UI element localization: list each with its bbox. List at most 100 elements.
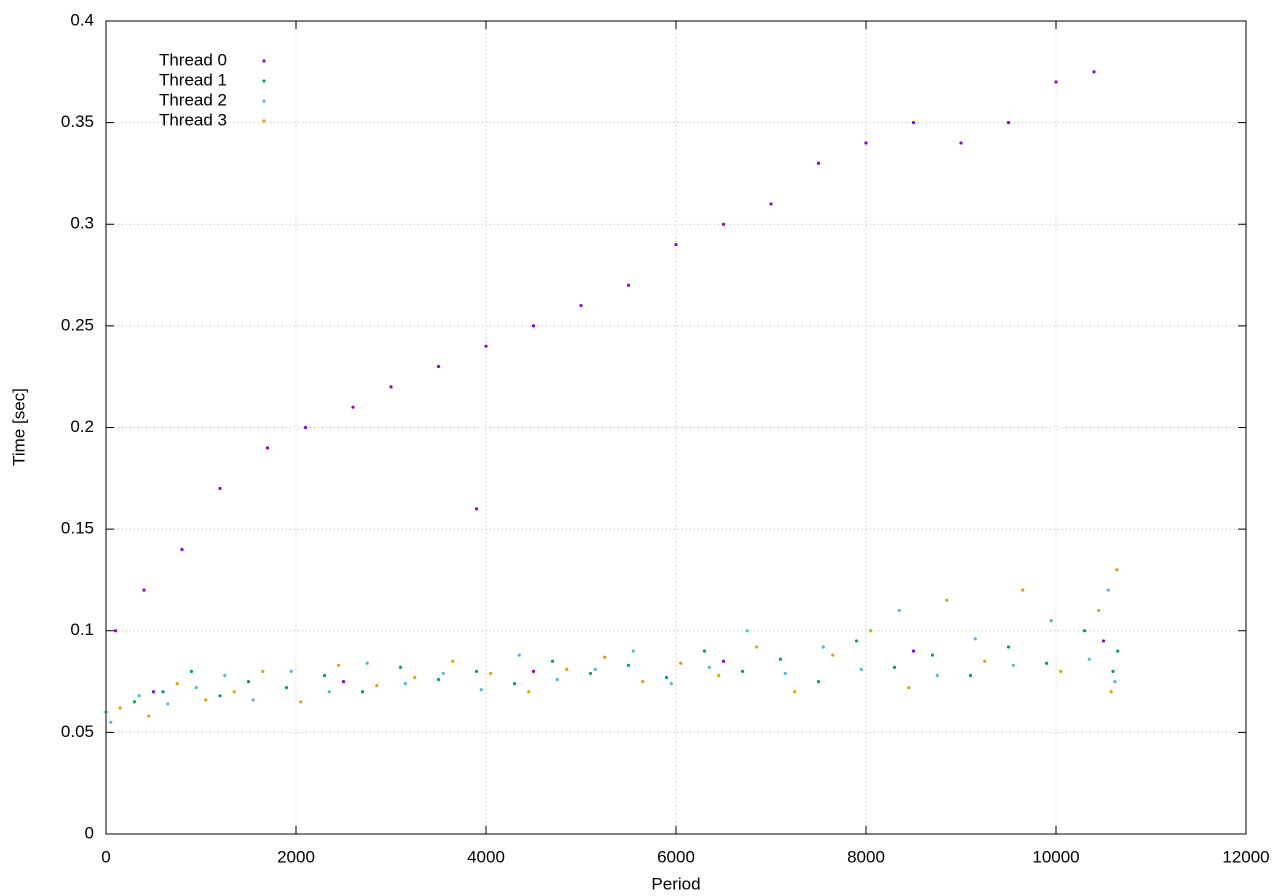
point — [451, 659, 455, 663]
point — [403, 681, 407, 686]
point — [261, 669, 265, 674]
point — [1011, 663, 1015, 667]
point — [702, 649, 707, 653]
point — [588, 671, 593, 676]
point — [527, 690, 531, 694]
point — [151, 690, 156, 694]
point — [132, 700, 137, 704]
point — [194, 686, 198, 690]
point — [859, 667, 863, 671]
point — [1049, 618, 1053, 623]
point — [223, 673, 227, 678]
point — [389, 385, 393, 389]
point — [911, 649, 916, 653]
point — [864, 141, 868, 145]
point — [360, 690, 365, 694]
x-tick-label: 4000 — [467, 847, 505, 866]
plot-frame — [105, 20, 1247, 835]
point — [109, 720, 113, 724]
point — [679, 661, 683, 665]
point — [550, 659, 555, 663]
point — [327, 690, 331, 694]
point — [821, 645, 825, 649]
point — [869, 629, 873, 633]
point — [897, 608, 901, 613]
point — [626, 663, 631, 667]
legend-marker — [262, 79, 266, 83]
point — [892, 665, 897, 669]
point — [721, 659, 726, 663]
point — [707, 665, 711, 669]
point — [769, 202, 773, 206]
point — [289, 669, 293, 674]
point — [436, 677, 441, 682]
point — [935, 673, 939, 678]
point — [1101, 639, 1106, 643]
point — [218, 694, 222, 698]
point — [531, 669, 536, 674]
point — [1006, 121, 1011, 125]
point — [113, 629, 118, 633]
x-tick-label: 12000 — [1222, 847, 1269, 866]
x-tick-label: 6000 — [657, 847, 695, 866]
point — [907, 686, 911, 690]
x-axis-label: Period — [651, 874, 700, 893]
point — [669, 681, 673, 686]
y-tick-label: 0.05 — [61, 722, 94, 741]
point — [793, 690, 797, 694]
point — [251, 698, 255, 702]
point — [816, 161, 821, 165]
point — [740, 669, 745, 674]
point — [973, 637, 977, 641]
point — [778, 657, 783, 661]
point — [1097, 608, 1101, 613]
point — [945, 598, 949, 602]
x-tick-label: 0 — [101, 847, 110, 866]
point — [175, 681, 179, 686]
point — [484, 344, 488, 348]
point — [1021, 588, 1025, 592]
point — [489, 671, 493, 676]
x-tick-label: 2000 — [277, 847, 315, 866]
point — [246, 679, 251, 684]
point — [517, 653, 521, 657]
point — [1087, 657, 1091, 661]
point — [161, 690, 165, 694]
point — [593, 667, 597, 671]
point — [1111, 669, 1115, 674]
point — [180, 547, 184, 552]
point — [147, 714, 151, 718]
point — [1059, 669, 1063, 674]
y-tick-label: 0.3 — [70, 214, 94, 233]
point — [118, 706, 122, 710]
point — [341, 679, 346, 684]
point — [1113, 679, 1117, 684]
point — [204, 698, 208, 702]
point — [531, 324, 536, 328]
point — [479, 688, 483, 692]
point — [930, 653, 935, 657]
point — [968, 673, 973, 678]
y-tick-label: 0 — [85, 823, 94, 842]
point — [579, 303, 583, 308]
point — [565, 667, 569, 671]
point — [1044, 661, 1049, 665]
legend-marker — [262, 119, 266, 123]
x-tick-label: 10000 — [1032, 847, 1079, 866]
point — [959, 141, 963, 145]
point — [474, 669, 479, 674]
y-tick-label: 0.4 — [70, 10, 94, 29]
point — [322, 673, 327, 678]
point — [631, 649, 635, 653]
point — [351, 405, 355, 409]
point — [745, 629, 749, 633]
point — [854, 639, 859, 643]
point — [189, 669, 194, 674]
point — [142, 588, 146, 592]
legend-label: Thread 1 — [159, 70, 227, 89]
point — [1106, 588, 1110, 592]
point — [983, 659, 987, 663]
point — [218, 486, 222, 491]
y-tick-label: 0.1 — [70, 620, 94, 639]
